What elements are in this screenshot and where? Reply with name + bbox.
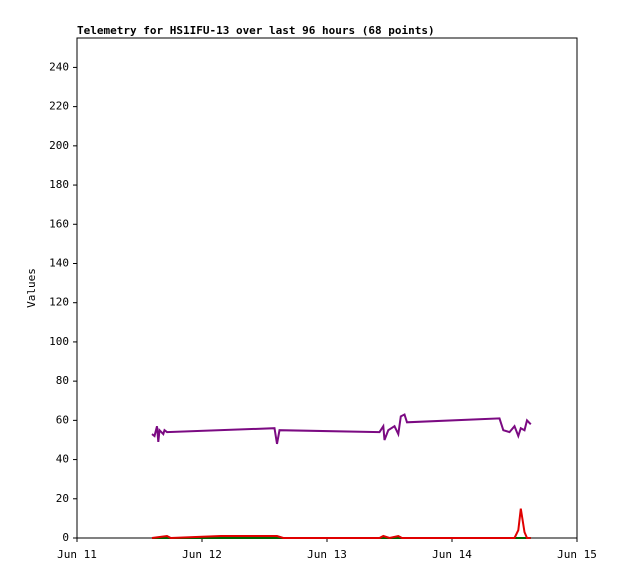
series-line: [151, 508, 531, 540]
y-axis-label: Values: [25, 268, 38, 308]
x-tick-label: Jun 12: [182, 548, 222, 561]
y-tick-label: 120: [49, 296, 69, 309]
plot-frame: [76, 37, 578, 539]
y-tick-label: 20: [56, 492, 69, 505]
y-tick-label: 240: [49, 60, 69, 73]
series-line: [151, 413, 532, 445]
y-tick-label: 160: [49, 217, 69, 230]
y-tick-label: 0: [62, 531, 69, 544]
x-tick-label: Jun 13: [307, 548, 347, 561]
y-tick-label: 180: [49, 178, 69, 191]
y-tick-label: 200: [49, 139, 69, 152]
x-tick-label: Jun 11: [57, 548, 97, 561]
x-tick-label: Jun 14: [432, 548, 472, 561]
x-tick-label: Jun 15: [557, 548, 597, 561]
y-tick-label: 220: [49, 100, 69, 113]
y-tick-label: 40: [56, 453, 69, 466]
y-tick-label: 140: [49, 256, 69, 269]
y-tick-label: 60: [56, 413, 69, 426]
y-tick-label: 80: [56, 374, 69, 387]
y-tick-label: 100: [49, 335, 69, 348]
chart-title: Telemetry for HS1IFU-13 over last 96 hou…: [77, 24, 435, 37]
